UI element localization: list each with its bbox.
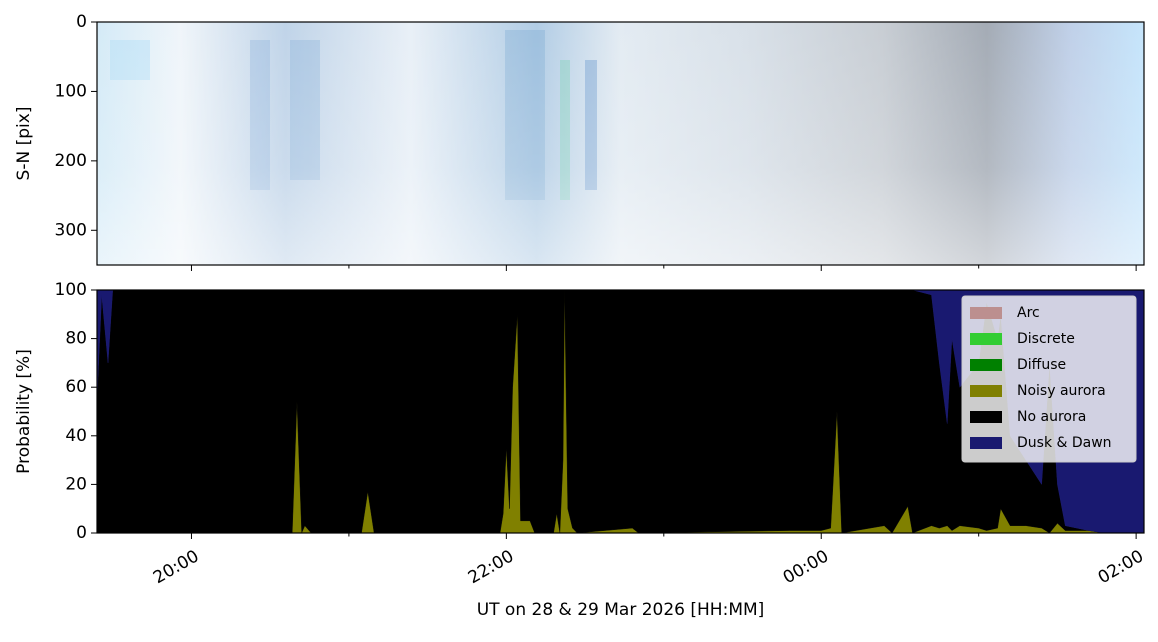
y-tick-label: 60: [65, 377, 87, 397]
y-tick-label: 200: [55, 151, 87, 171]
y-tick-label: 80: [65, 329, 87, 349]
legend-label: Dusk & Dawn: [1017, 435, 1112, 451]
legend-box: [961, 295, 1137, 463]
legend-label: Diffuse: [1017, 357, 1066, 373]
y-axis-label: Probability [%]: [14, 349, 34, 474]
x-tick-label: 20:00: [150, 546, 202, 588]
y-tick-label: 300: [55, 220, 87, 240]
y-tick-label: 100: [55, 280, 87, 300]
x-tick-label: 22:00: [465, 546, 517, 588]
legend-label: No aurora: [1017, 409, 1086, 425]
legend-swatch: [970, 333, 1002, 345]
keogram-image: [97, 22, 1144, 265]
legend-swatch: [970, 307, 1002, 319]
y-axis-label: S-N [pix]: [14, 107, 34, 181]
y-tick-label: 100: [55, 81, 87, 101]
y-tick-label: 0: [76, 12, 87, 32]
legend-swatch: [970, 411, 1002, 423]
x-tick-label: 00:00: [780, 546, 832, 588]
legend: Arc Discrete Diffuse Noisy aurora No aurora D…: [961, 295, 1137, 463]
legend-label: Discrete: [1017, 331, 1075, 347]
axes-frame: [96, 289, 1145, 534]
x-axis-label: UT on 28 & 29 Mar 2026 [HH:MM]: [477, 600, 765, 620]
legend-swatch: [970, 385, 1002, 397]
y-tick-label: 20: [65, 474, 87, 494]
legend-swatch: [970, 437, 1002, 449]
axes-frame: [96, 21, 1145, 266]
x-tick-label: 02:00: [1095, 546, 1147, 588]
y-tick-label: 40: [65, 426, 87, 446]
legend-label: Arc: [1017, 305, 1040, 321]
legend-label: Noisy aurora: [1017, 383, 1106, 399]
y-tick-label: 0: [76, 523, 87, 543]
legend-swatch: [970, 359, 1002, 371]
